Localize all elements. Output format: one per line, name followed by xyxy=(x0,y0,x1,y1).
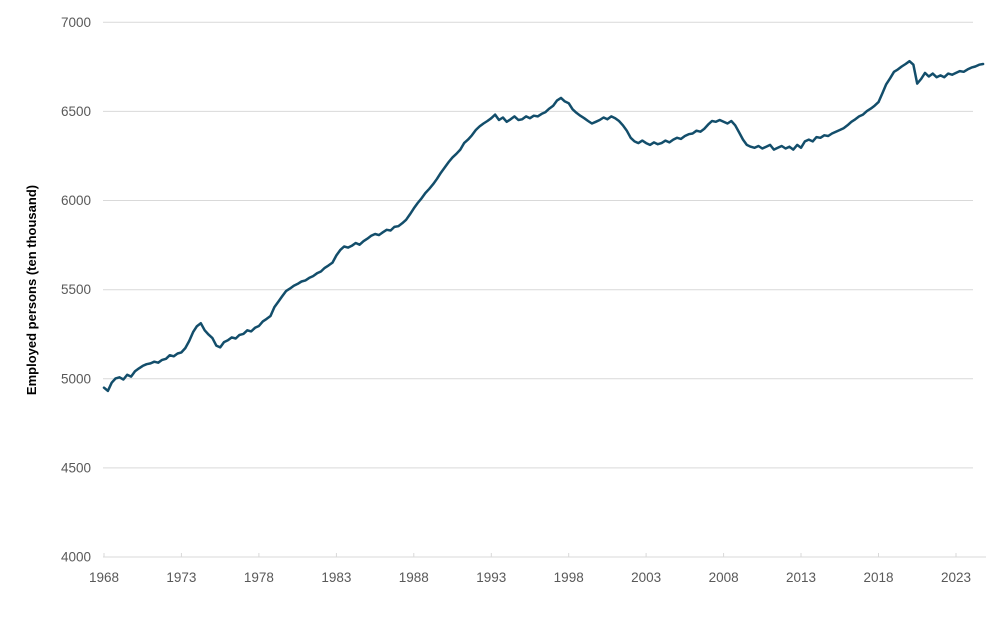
y-tick-labels-group: 4000 4500 5000 5500 6000 6500 7000 xyxy=(61,15,91,565)
x-tick-label: 1993 xyxy=(476,570,506,585)
x-tick-label: 2008 xyxy=(709,570,739,585)
y-tick-label: 7000 xyxy=(61,15,91,30)
x-tick-labels-group: 1968 1973 1978 1983 1988 1993 1998 2003 2008 2013… xyxy=(89,570,971,585)
y-tick-label: 5500 xyxy=(61,282,91,297)
employed-persons-line-series xyxy=(102,59,985,393)
x-tick-label: 2003 xyxy=(631,570,661,585)
x-tick-label: 2023 xyxy=(941,570,971,585)
x-tick-label: 1978 xyxy=(244,570,274,585)
gridlines-group xyxy=(103,21,973,469)
x-tick-label: 1998 xyxy=(554,570,584,585)
y-tick-label: 4000 xyxy=(61,550,91,565)
x-axis-group xyxy=(103,553,986,558)
x-tick-label: 2013 xyxy=(786,570,816,585)
x-tick-label: 1968 xyxy=(89,570,119,585)
y-axis-title: Employed persons (ten thousand) xyxy=(24,185,39,395)
x-tick-label: 2018 xyxy=(863,570,893,585)
x-tick-label: 1973 xyxy=(166,570,196,585)
x-tick-label: 1988 xyxy=(399,570,429,585)
x-tick-label: 1983 xyxy=(321,570,351,585)
y-tick-label: 6500 xyxy=(61,104,91,119)
y-tick-label: 5000 xyxy=(61,371,91,386)
y-tick-label: 6000 xyxy=(61,193,91,208)
y-tick-label: 4500 xyxy=(61,460,91,475)
